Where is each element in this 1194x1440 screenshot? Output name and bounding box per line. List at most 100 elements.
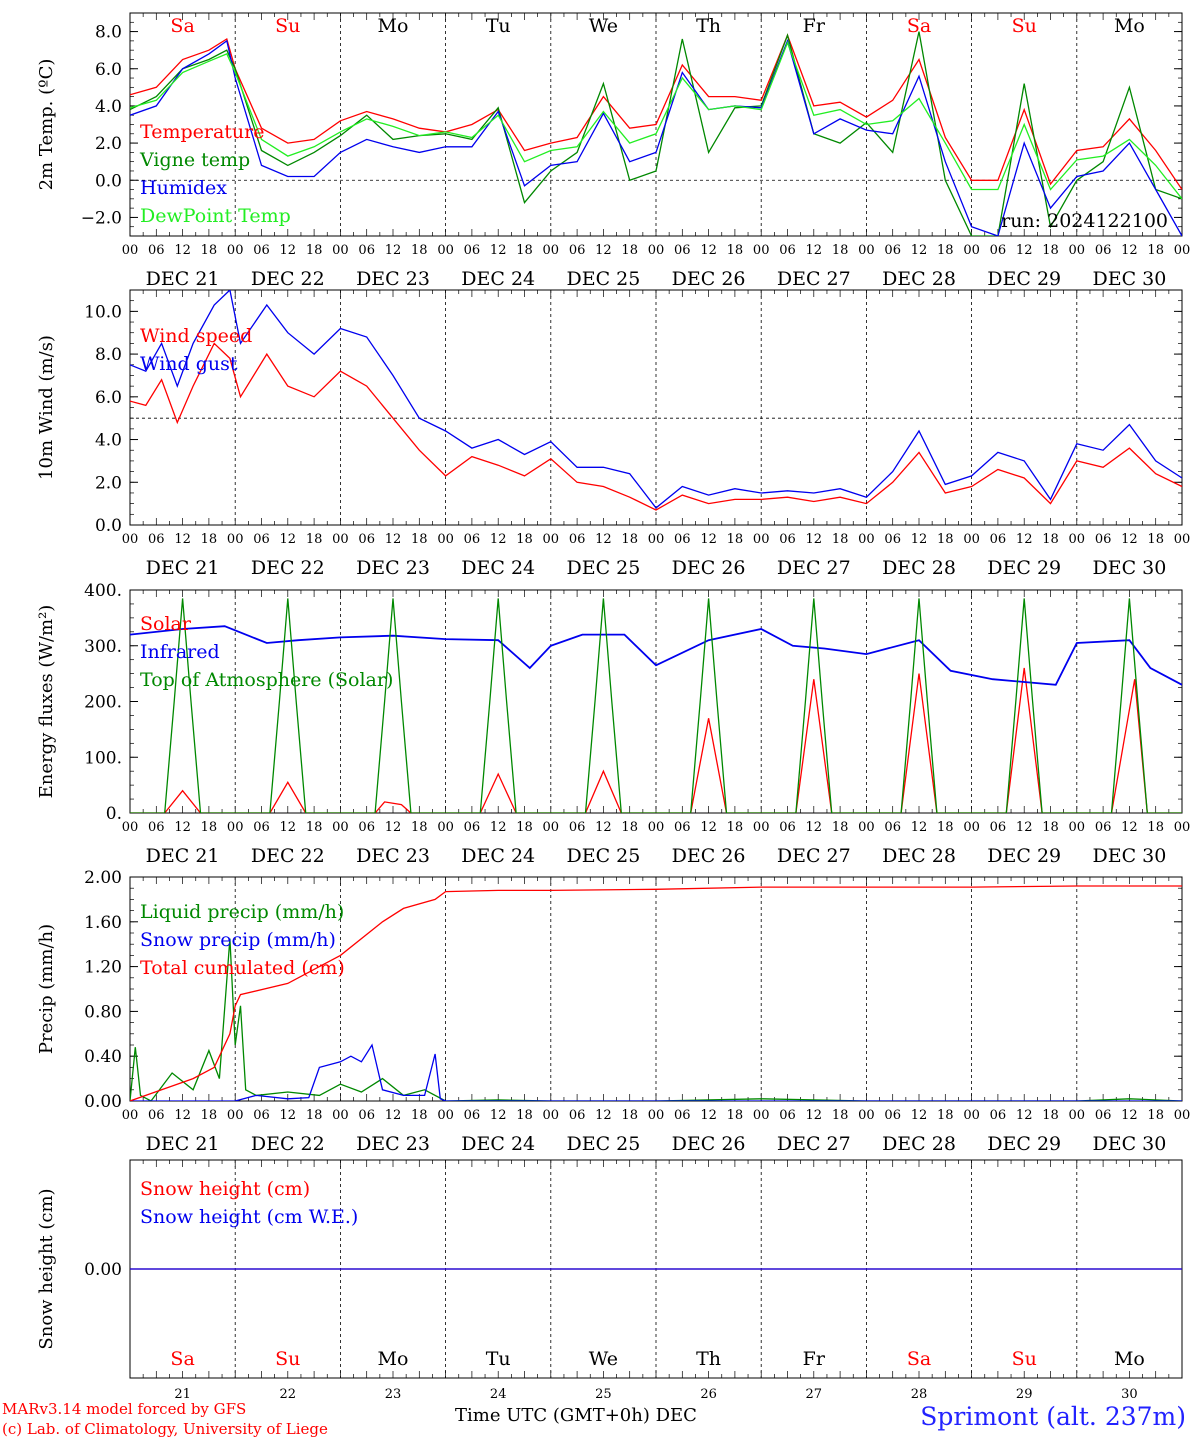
hour-tick-label: 00 [1174,1108,1191,1123]
series-line [130,667,1182,813]
date-label: DEC 28 [882,845,956,867]
hour-tick-label: 06 [464,532,481,547]
date-label: DEC 28 [882,268,956,290]
hour-tick-label: 00 [753,820,770,835]
hour-tick-label: 18 [1147,820,1164,835]
hour-tick-label: 12 [385,820,402,835]
y-tick-label: 1.20 [84,958,122,978]
hour-tick-label: 00 [122,820,139,835]
date-label: DEC 28 [882,1133,956,1155]
hour-tick-label: 00 [1069,1108,1086,1123]
hour-tick-label: 12 [174,532,191,547]
hour-tick-label: 18 [411,532,428,547]
date-label: DEC 21 [146,845,220,867]
hour-tick-label: 00 [122,532,139,547]
panel-5: 0.00 Snow height (cm) Snow height (cm) Snow… [36,1159,1183,1400]
legend-label: Top of Atmosphere (Solar) [140,669,393,691]
hour-tick-label: 06 [569,532,586,547]
hour-tick-label: 00 [332,820,349,835]
hour-tick-label: 18 [516,243,533,258]
hour-tick-label: 06 [464,243,481,258]
hour-tick-label: 18 [727,820,744,835]
hour-tick-label: 18 [1042,820,1059,835]
day-number-label: 29 [1016,1387,1033,1400]
date-label: DEC 21 [146,1133,220,1155]
hour-tick-label: 00 [648,1108,665,1123]
hour-tick-label: 18 [1147,1108,1164,1123]
date-label: DEC 29 [987,845,1061,867]
weekday-label: Tu [486,15,511,37]
hour-tick-label: 06 [569,243,586,258]
day-number-label: 25 [595,1387,612,1400]
y-tick-label: 0.00 [84,1260,122,1280]
hour-tick-label: 00 [122,243,139,258]
y-tick-label: 6.0 [95,60,122,80]
legend-label: Wind speed [140,325,252,347]
hour-tick-label: 12 [174,1108,191,1123]
y-tick-label: 8.0 [95,345,122,365]
hour-tick-label: 00 [858,1108,875,1123]
hour-tick-label: 12 [280,243,297,258]
hour-tick-label: 12 [806,243,823,258]
y-axis-title: 2m Temp. (ºC) [36,59,57,191]
date-label: DEC 23 [356,1133,430,1155]
weekday-label: Su [1012,15,1037,37]
hour-tick-label: 06 [464,1108,481,1123]
model-credit-line: MARv3.14 model forced by GFS [2,1400,247,1418]
hour-tick-label: 06 [253,243,270,258]
date-label: DEC 27 [777,557,851,579]
date-label: DEC 22 [251,557,325,579]
series-line [130,598,1182,813]
date-label: DEC 25 [566,557,640,579]
hour-tick-label: 12 [595,1108,612,1123]
series-line [130,31,1182,236]
hour-tick-label: 18 [1042,243,1059,258]
hour-tick-label: 18 [621,1108,638,1123]
hour-tick-label: 12 [490,1108,507,1123]
hour-tick-label: 00 [753,243,770,258]
legend-label: Solar [140,613,192,635]
hour-tick-label: 12 [595,532,612,547]
date-label: DEC 26 [672,1133,746,1155]
hour-tick-label: 06 [674,532,691,547]
weekday-label: Tu [486,1348,511,1370]
hour-tick-label: 12 [385,1108,402,1123]
hour-tick-label: 12 [490,243,507,258]
hour-tick-label: 12 [595,820,612,835]
hour-tick-label: 12 [700,820,717,835]
hour-tick-label: 18 [937,243,954,258]
hour-tick-label: 12 [700,532,717,547]
hour-tick-label: 06 [148,532,165,547]
hour-tick-label: 06 [358,532,375,547]
hour-tick-label: 06 [884,820,901,835]
day-number-label: 24 [490,1387,507,1400]
hour-tick-label: 12 [911,532,928,547]
date-label: DEC 29 [987,557,1061,579]
date-label: DEC 22 [251,1133,325,1155]
series-line [130,33,1182,190]
hour-tick-label: 00 [858,243,875,258]
y-axis-title: Precip (mm/h) [36,924,57,1054]
date-label: DEC 25 [566,1133,640,1155]
weekday-label: We [589,15,618,37]
y-tick-label: 0.0 [95,516,122,536]
series-line [130,1043,1182,1101]
day-number-label: 28 [911,1387,928,1400]
hour-tick-label: 12 [595,243,612,258]
legend-label: Vigne temp [139,149,250,171]
date-label: DEC 23 [356,845,430,867]
hour-tick-label: 06 [569,820,586,835]
hour-tick-label: 00 [332,243,349,258]
y-tick-label: 100. [84,748,122,768]
date-label: DEC 28 [882,557,956,579]
date-label: DEC 27 [777,1133,851,1155]
hour-tick-label: 06 [779,532,796,547]
y-tick-label: 2.0 [95,134,122,154]
hour-tick-label: 06 [884,1108,901,1123]
day-number-label: 27 [806,1387,823,1400]
hour-tick-label: 12 [911,243,928,258]
hour-tick-label: 06 [148,820,165,835]
date-label: DEC 23 [356,557,430,579]
date-label: DEC 24 [461,268,535,290]
day-number-label: 26 [700,1387,717,1400]
